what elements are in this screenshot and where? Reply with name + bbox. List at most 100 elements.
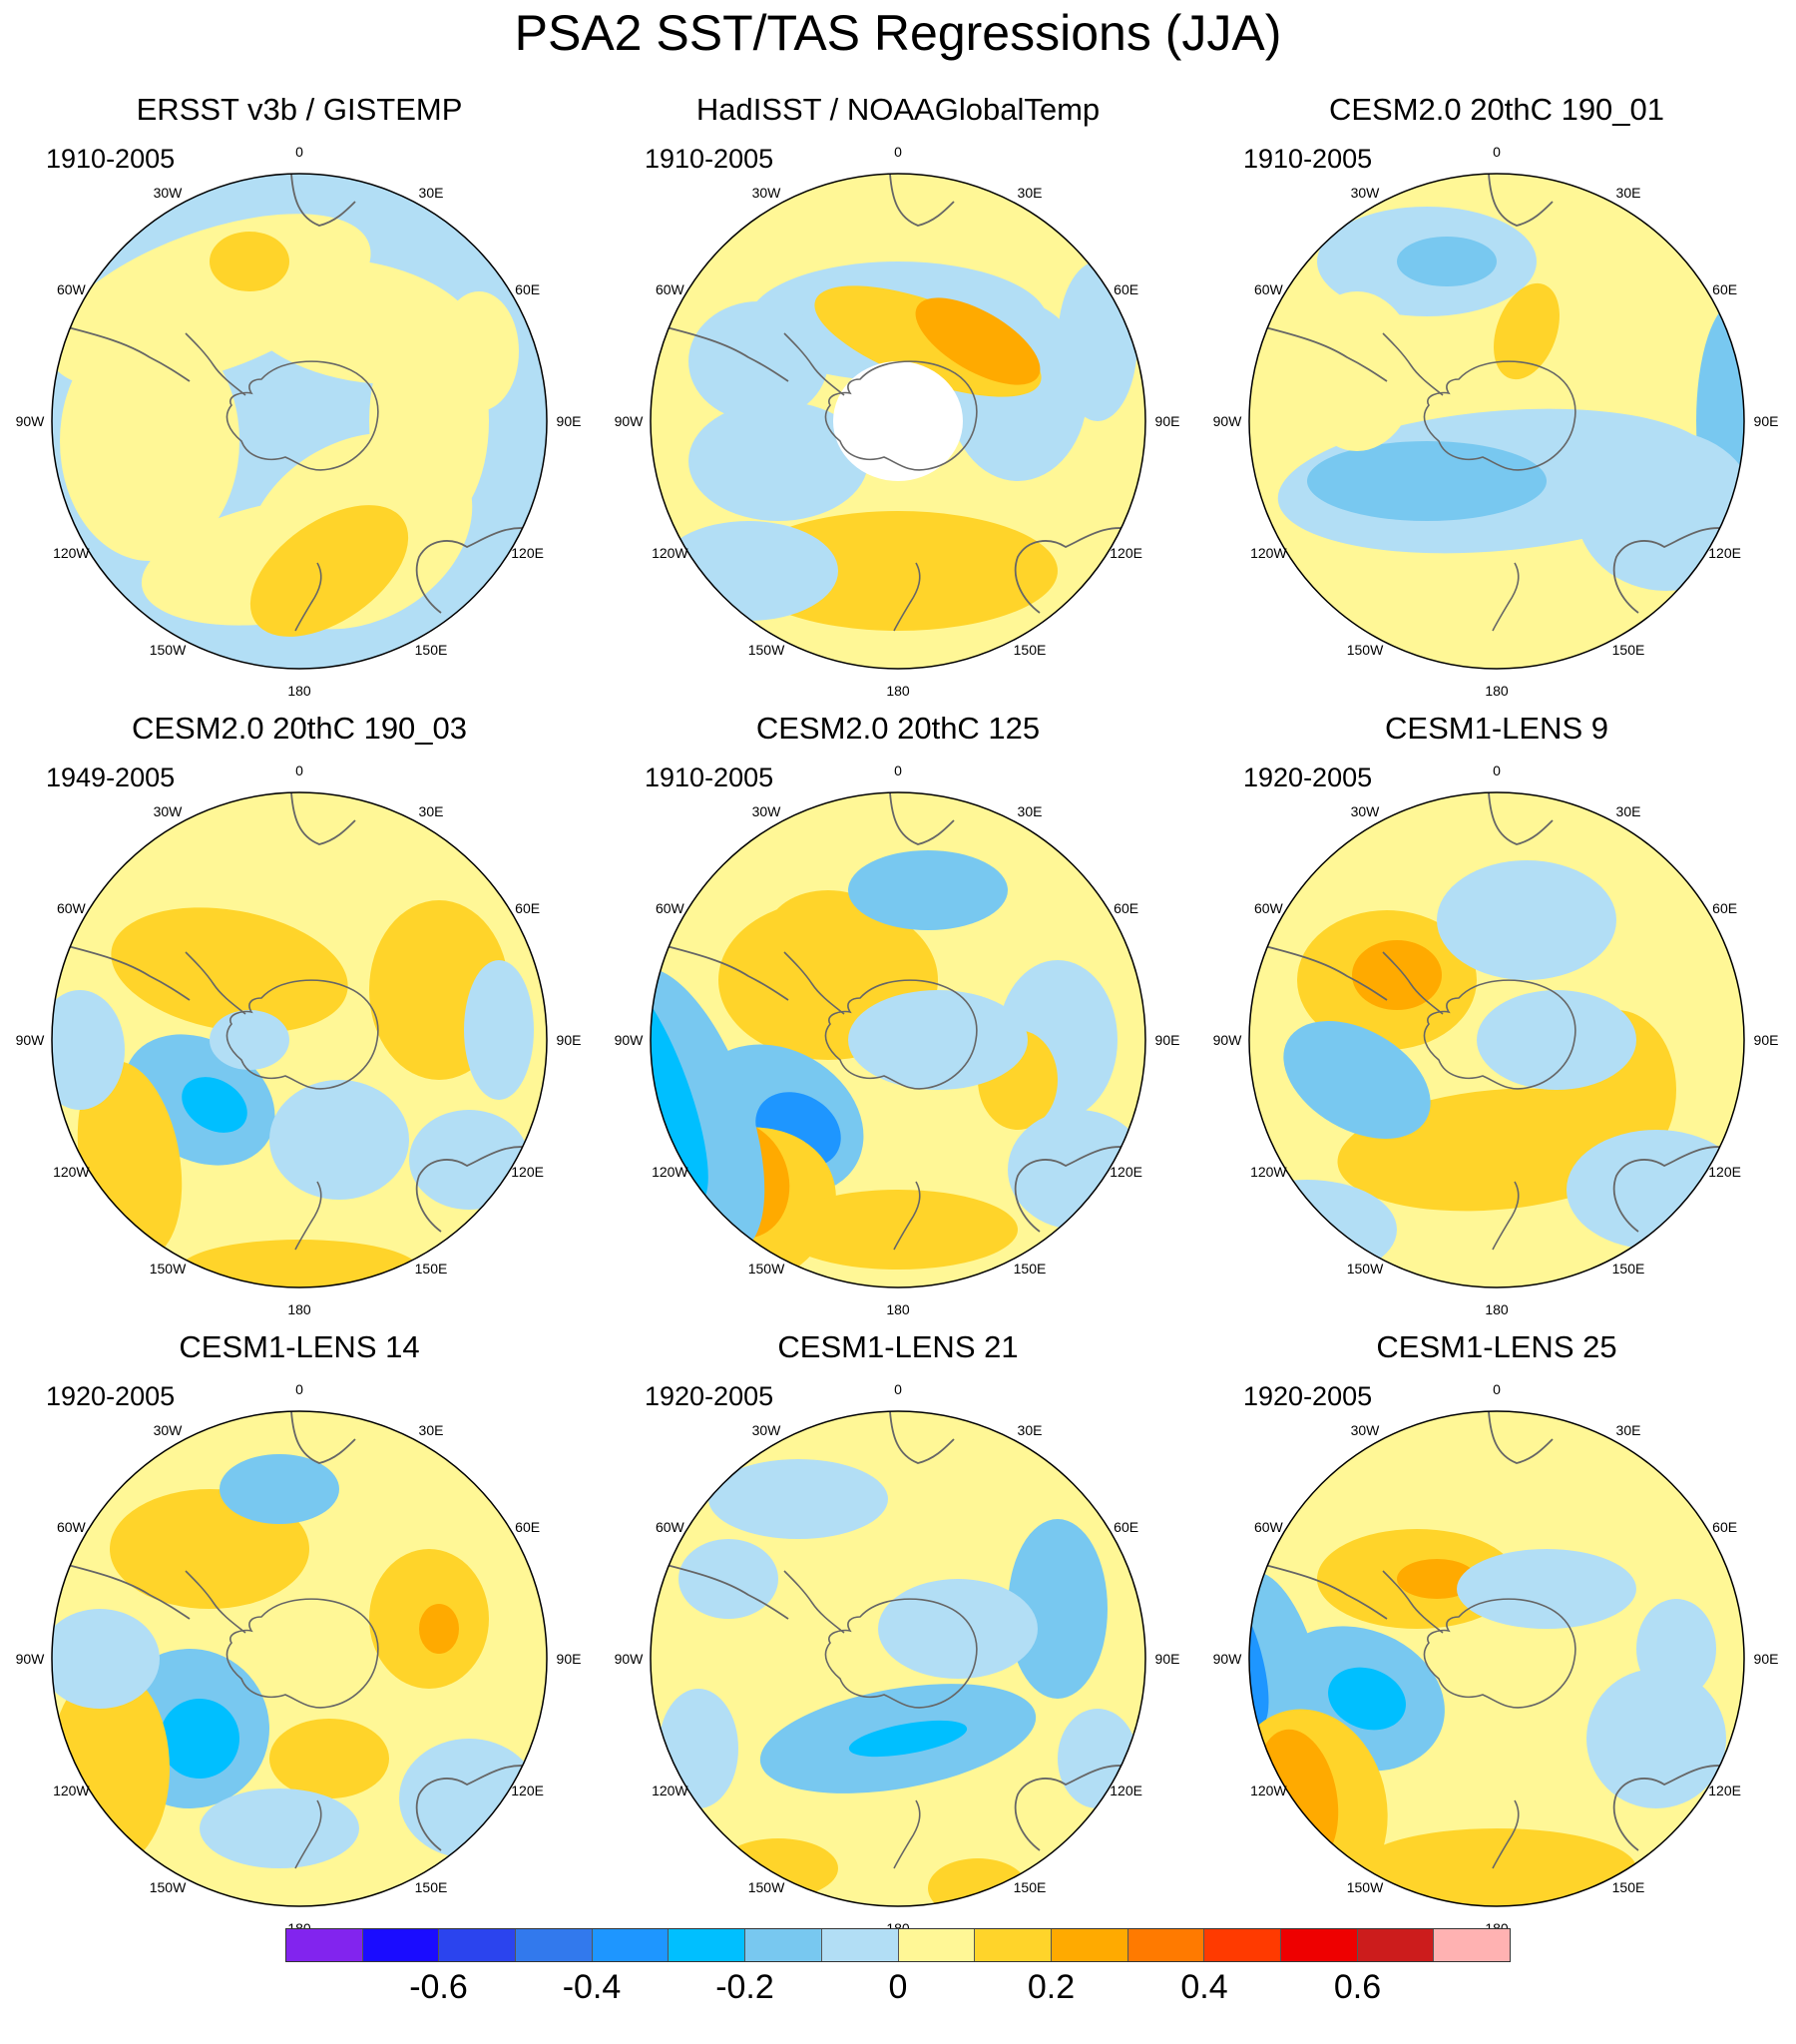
longitude-label: 30W [153, 185, 183, 202]
figure-title: PSA2 SST/TAS Regressions (JJA) [514, 5, 1282, 61]
regression-field [52, 174, 547, 669]
antarctica-coastline [824, 1598, 978, 1709]
polar-map [1248, 173, 1745, 670]
south-america-coastline [1256, 1562, 1388, 1620]
contour-region [688, 301, 828, 421]
longitude-label: 150E [1611, 641, 1645, 658]
map-panel: CESM1-LENS 25 1920-2005 0 30E 60E 90E 120E 150E… [1197, 1329, 1796, 1948]
contour-region [1586, 1669, 1726, 1808]
panel-title: HadISST / NOAAGlobalTemp [695, 92, 1101, 127]
longitude-label: 60W [1253, 281, 1283, 297]
longitude-label: 30W [1350, 1422, 1380, 1439]
contour-region [1477, 990, 1636, 1090]
longitude-label: 120E [1110, 545, 1142, 561]
longitude-label: 30E [418, 185, 444, 202]
contour-region [220, 1454, 339, 1524]
australia-coastline [415, 1765, 540, 1851]
colorbar-labels: -0.6 -0.4 -0.2 0 0.2 0.4 0.6 [0, 1968, 1796, 2018]
south-america-coastline [658, 943, 789, 1001]
longitude-label: 0 [295, 1381, 303, 1397]
contour-region [1357, 1828, 1636, 1906]
colorbar-tick-label: -0.2 [715, 1968, 774, 2006]
longitude-label: 60E [515, 1519, 541, 1535]
colorbar-tick-label: 0.4 [1180, 1968, 1228, 2006]
new-zealand-coastline [1492, 1799, 1520, 1869]
longitude-label: 90W [1212, 1651, 1242, 1667]
map-boundary [1248, 1410, 1745, 1907]
colorbar-box [821, 1929, 899, 1961]
longitude-label: 30E [1615, 1422, 1641, 1439]
contour-region [1352, 940, 1442, 1010]
contour-region [1328, 1667, 1406, 1731]
contour-region [1283, 1021, 1431, 1139]
longitude-label: 120E [511, 545, 544, 561]
map-boundary [51, 1410, 548, 1907]
longitude-label: 60E [1114, 281, 1139, 297]
longitude-label: 90W [15, 1651, 45, 1667]
longitude-label: 90E [556, 1651, 582, 1667]
longitude-label: 60W [655, 281, 684, 297]
panel-title: CESM1-LENS 25 [1376, 1329, 1617, 1364]
longitude-label: 150E [1611, 1260, 1645, 1277]
south-america-coastline [658, 1562, 789, 1620]
panel-period: 1920-2005 [46, 1381, 176, 1411]
map-panel: HadISST / NOAAGlobalTemp 1910-2005 0 30E 60E… [599, 92, 1197, 711]
regression-field [651, 174, 1145, 669]
contour-region [464, 960, 534, 1100]
longitude-label: 60E [1114, 1519, 1139, 1535]
longitude-label: 180 [886, 1301, 910, 1317]
longitude-label: 60E [515, 900, 541, 916]
longitude-label: 90W [15, 413, 45, 429]
colorbar-box [439, 1929, 517, 1961]
polar-map [1248, 791, 1745, 1288]
longitude-label: 0 [1493, 144, 1501, 160]
longitude-label: 60E [1712, 281, 1738, 297]
contour-region [768, 890, 888, 970]
longitude-label: 120E [511, 1164, 544, 1180]
polar-map [51, 173, 548, 670]
map-boundary [650, 1410, 1146, 1907]
longitude-label: 90E [1753, 1032, 1779, 1048]
colorbar-box [1357, 1929, 1435, 1961]
new-zealand-coastline [294, 562, 322, 632]
colorbar [285, 1928, 1511, 1962]
colorbar-box [975, 1929, 1052, 1961]
longitude-label: 120W [652, 545, 688, 561]
map-panel: CESM2.0 20thC 190_01 1910-2005 0 30E 60E 90E 1… [1197, 92, 1796, 711]
australia-coastline [1612, 1765, 1737, 1851]
antarctic-peninsula-coastline [783, 951, 845, 1015]
panel-period: 1920-2005 [645, 1381, 774, 1411]
longitude-label: 180 [1485, 683, 1509, 699]
regression-field [1249, 792, 1744, 1287]
colorbar-box [1127, 1929, 1205, 1961]
longitude-label: 0 [295, 763, 303, 778]
antarctica-coastline [1423, 360, 1576, 471]
regression-field [52, 792, 547, 1287]
longitude-label: 0 [1493, 763, 1501, 778]
longitude-label: 30E [1615, 803, 1641, 820]
longitude-label: 90E [1154, 413, 1180, 429]
new-zealand-coastline [893, 1181, 921, 1251]
longitude-label: 150W [1346, 641, 1384, 658]
longitude-label: 150E [414, 641, 448, 658]
polar-map [650, 1410, 1146, 1907]
panel-period: 1910-2005 [645, 144, 774, 174]
polar-map [51, 1410, 548, 1907]
longitude-label: 90W [15, 1032, 45, 1048]
longitude-label: 150E [1611, 1878, 1645, 1895]
africa-coastline [290, 1411, 356, 1464]
colorbar-box [286, 1929, 363, 1961]
map-boundary [1248, 173, 1745, 670]
longitude-label: 0 [894, 763, 902, 778]
longitude-label: 120W [1250, 1783, 1287, 1798]
longitude-label: 30W [153, 803, 183, 820]
africa-coastline [889, 1411, 955, 1464]
new-zealand-coastline [1492, 1181, 1520, 1251]
south-america-coastline [1256, 324, 1388, 382]
contour-region [200, 1788, 359, 1868]
contour-region [180, 1240, 419, 1287]
contour-region [399, 1739, 539, 1858]
map-boundary [650, 173, 1146, 670]
antarctica-coastline [824, 360, 978, 471]
